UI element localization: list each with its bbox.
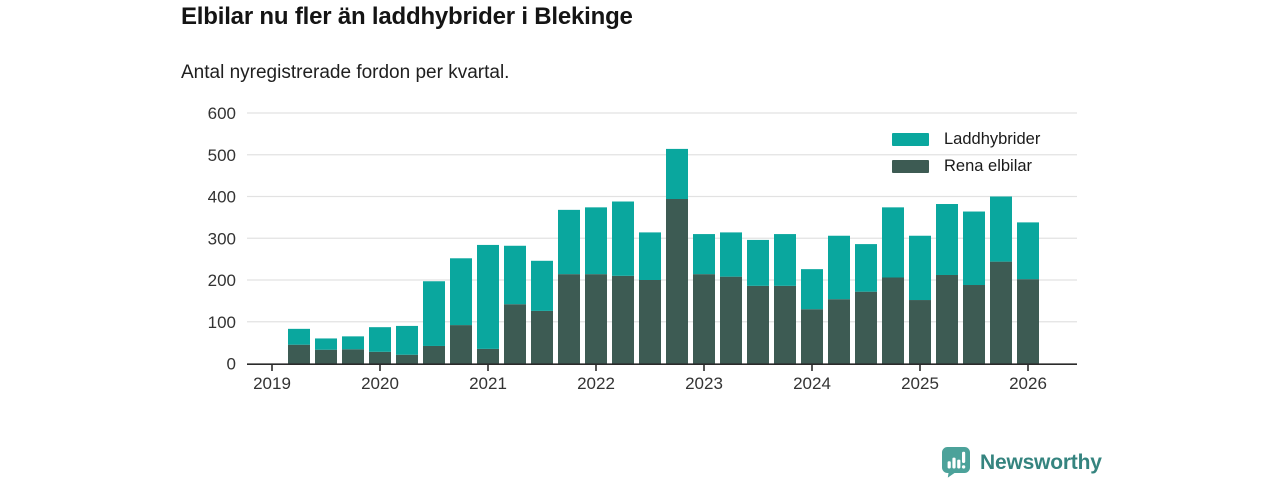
bar-segment-rena-elbilar: [909, 300, 931, 364]
legend: Laddhybrider Rena elbilar: [892, 131, 1040, 185]
bar-segment-laddhybrider: [828, 235, 850, 300]
y-axis-label: 300: [208, 229, 236, 248]
chart-subtitle: Antal nyregistrerade fordon per kvartal.: [181, 62, 510, 83]
y-axis-label: 200: [208, 271, 236, 290]
bar-segment-laddhybrider: [477, 244, 499, 349]
bar-segment-laddhybrider: [720, 232, 742, 277]
brand-name: Newsworthy: [980, 450, 1102, 474]
bar-segment-rena-elbilar: [963, 285, 985, 364]
bar-segment-rena-elbilar: [477, 348, 499, 364]
bar-segment-laddhybrider: [963, 211, 985, 286]
bar-segment-rena-elbilar: [396, 354, 418, 364]
chart-canvas: 2019 2020 2021 2022 2023 2024 2025 2026 0 100 200 3…: [208, 104, 1077, 393]
bar-segment-laddhybrider: [585, 207, 607, 275]
bar-segment-laddhybrider: [990, 196, 1012, 262]
y-axis-label: 100: [208, 313, 236, 332]
bar-segment-laddhybrider: [666, 148, 688, 200]
x-axis-label: 2025: [901, 374, 939, 393]
bar-segment-laddhybrider: [396, 325, 418, 355]
bar-segment-rena-elbilar: [747, 285, 769, 364]
bar-segment-rena-elbilar: [342, 349, 364, 364]
bar-segment-rena-elbilar: [531, 310, 553, 364]
bar-segment-rena-elbilar: [288, 344, 310, 364]
bar-segment-rena-elbilar: [990, 261, 1012, 364]
bar-segment-laddhybrider: [693, 234, 715, 275]
bar-segment-rena-elbilar: [936, 274, 958, 364]
bar-segment-laddhybrider: [504, 245, 526, 305]
bar-segment-rena-elbilar: [369, 351, 391, 364]
bar-segment-rena-elbilar: [315, 349, 337, 364]
y-axis-label: 400: [208, 188, 236, 207]
bar-segment-rena-elbilar: [585, 274, 607, 364]
logo-bars-glyph: [947, 451, 966, 469]
bar-segment-rena-elbilar: [774, 285, 796, 364]
bar-segment-laddhybrider: [855, 244, 877, 292]
bar-segment-laddhybrider: [450, 258, 472, 326]
x-axis-label: 2019: [253, 374, 291, 393]
legend-label: Rena elbilar: [944, 157, 1033, 175]
y-axis-label: 600: [208, 104, 236, 123]
bar-segment-rena-elbilar: [504, 304, 526, 364]
bar-segment-laddhybrider: [747, 239, 769, 286]
legend-item-rena-elbilar: Rena elbilar: [892, 158, 1040, 175]
bar-segment-rena-elbilar: [855, 291, 877, 364]
bar-segment-laddhybrider: [288, 328, 310, 345]
x-axis-label: 2024: [793, 374, 831, 393]
bar-segment-laddhybrider: [882, 207, 904, 278]
bar-segment-rena-elbilar: [882, 277, 904, 364]
bar-segment-rena-elbilar: [693, 274, 715, 364]
stacked-bar-chart: 2019 2020 2021 2022 2023 2024 2025 2026 0 100 200 3…: [208, 104, 1077, 393]
newsworthy-branding: Newsworthy: [941, 446, 1102, 479]
bar-segment-rena-elbilar: [666, 199, 688, 364]
logo-bubble: [942, 447, 970, 478]
bar-segment-laddhybrider: [774, 234, 796, 286]
bar-segment-rena-elbilar: [639, 280, 661, 364]
legend-swatch-rena-elbilar: [892, 160, 929, 173]
bar-segment-laddhybrider: [936, 204, 958, 275]
bar-segment-laddhybrider: [423, 281, 445, 346]
y-axis-label: 0: [227, 355, 236, 374]
x-axis-label: 2023: [685, 374, 723, 393]
bar-segment-rena-elbilar: [558, 274, 580, 364]
page-title: Elbilar nu fler än laddhybrider i Blekin…: [181, 3, 633, 30]
bar-segment-rena-elbilar: [450, 325, 472, 364]
legend-item-laddhybrider: Laddhybrider: [892, 131, 1040, 148]
newsworthy-logo-icon: [942, 447, 970, 478]
bar-segment-laddhybrider: [612, 201, 634, 276]
x-axis-label: 2021: [469, 374, 507, 393]
y-axis-label: 500: [208, 146, 236, 165]
bar-segment-rena-elbilar: [828, 299, 850, 364]
bar-segment-laddhybrider: [342, 336, 364, 350]
bar-segment-laddhybrider: [369, 327, 391, 352]
x-axis-label: 2026: [1009, 374, 1047, 393]
bar-segment-laddhybrider: [639, 232, 661, 280]
bar-segment-laddhybrider: [531, 260, 553, 311]
bar-segment-laddhybrider: [315, 338, 337, 350]
bar-segment-laddhybrider: [1017, 222, 1039, 280]
bar-segment-laddhybrider: [801, 269, 823, 310]
bar-segment-rena-elbilar: [720, 276, 742, 364]
legend-swatch-laddhybrider: [892, 133, 929, 146]
bar-segment-rena-elbilar: [1017, 279, 1039, 364]
bar-segment-laddhybrider: [558, 209, 580, 275]
x-axis-label: 2020: [361, 374, 399, 393]
legend-label: Laddhybrider: [944, 130, 1041, 148]
bar-segment-rena-elbilar: [801, 309, 823, 364]
x-axis-label: 2022: [577, 374, 615, 393]
bar-segment-laddhybrider: [909, 235, 931, 301]
bar-segment-rena-elbilar: [612, 275, 634, 364]
bar-segment-rena-elbilar: [423, 345, 445, 364]
